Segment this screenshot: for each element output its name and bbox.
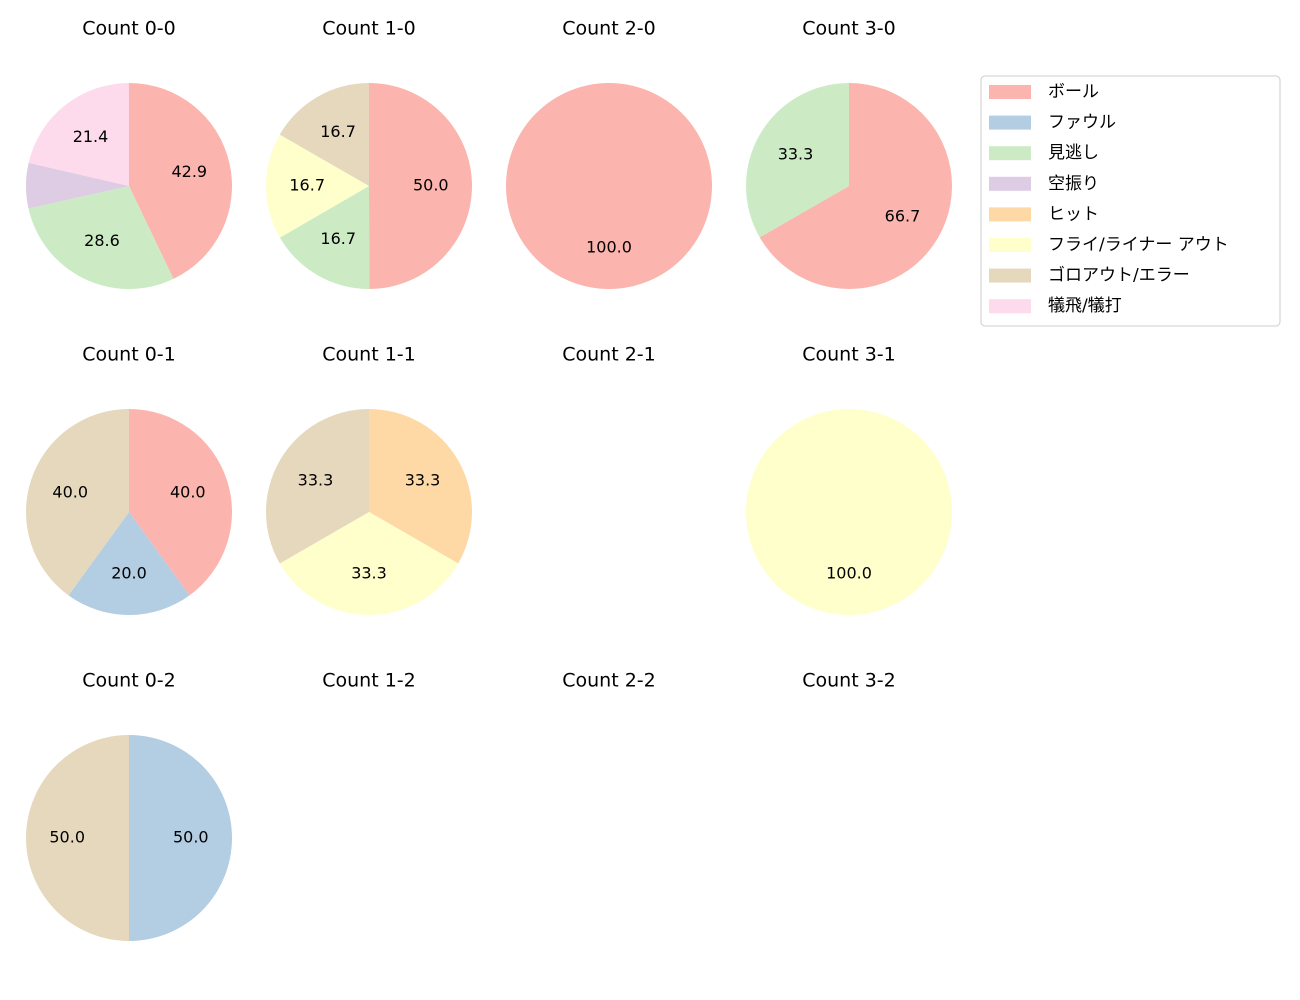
legend-swatch (989, 207, 1031, 222)
pie-slice (266, 134, 369, 238)
chart-title: Count 2-0 (562, 18, 656, 40)
slice-label: 20.0 (111, 563, 147, 582)
chart-title: Count 2-2 (562, 670, 656, 692)
slice-label: 16.7 (320, 122, 356, 141)
legend-label: 犠飛/犠打 (1048, 296, 1122, 316)
legend-label: 空振り (1048, 174, 1099, 194)
legend-swatch (989, 115, 1031, 130)
slice-label: 66.7 (885, 206, 921, 225)
slice-label: 100.0 (586, 237, 632, 256)
pie-slice (129, 409, 232, 596)
slice-label: 33.3 (351, 563, 387, 582)
pie-slice (129, 83, 232, 279)
chart-title: Count 0-1 (82, 344, 176, 366)
slice-label: 50.0 (413, 175, 449, 194)
pie-slice (369, 83, 472, 289)
chart-title: Count 3-0 (802, 18, 896, 40)
pie-slice (26, 409, 129, 596)
slice-label: 40.0 (170, 482, 206, 501)
slice-label: 33.3 (405, 471, 441, 490)
legend-label: 見逃し (1048, 143, 1099, 163)
legend-label: ファウル (1048, 113, 1116, 133)
chart-title: Count 1-1 (322, 344, 416, 366)
pie-slice (759, 83, 952, 289)
chart-title: Count 0-0 (82, 18, 176, 40)
chart-title: Count 3-1 (802, 344, 896, 366)
legend-label: フライ/ライナー アウト (1048, 235, 1229, 255)
slice-label: 50.0 (173, 828, 209, 847)
slice-label: 33.3 (778, 145, 814, 164)
pie-slice (26, 162, 129, 209)
legend-label: ゴロアウト/エラー (1048, 265, 1190, 286)
slice-label: 28.6 (84, 231, 120, 250)
pie-slice (129, 735, 232, 941)
chart-title: Count 2-1 (562, 344, 656, 366)
pie-slice (279, 83, 369, 186)
slice-label: 16.7 (320, 229, 356, 248)
pie-slice (369, 409, 472, 564)
slice-label: 42.9 (171, 162, 207, 181)
slice-label: 100.0 (826, 563, 872, 582)
legend-label: ヒット (1048, 204, 1099, 224)
chart-title: Count 1-2 (322, 670, 416, 692)
pie-slice (279, 186, 370, 289)
legend-swatch (989, 268, 1031, 283)
legend-swatch (989, 176, 1031, 191)
slice-label: 50.0 (49, 828, 85, 847)
legend-swatch (989, 238, 1031, 252)
legend-swatch (989, 299, 1031, 314)
chart-title: Count 3-2 (802, 670, 896, 692)
legend-frame (980, 75, 1281, 327)
legend-label: ボール (1048, 82, 1099, 102)
legend-swatch (989, 146, 1031, 161)
slice-label: 16.7 (289, 176, 325, 195)
pie-slice (746, 409, 952, 615)
pie-slice (26, 735, 129, 941)
slice-label: 33.3 (298, 471, 334, 490)
pie-slice (506, 83, 712, 289)
slice-label: 21.4 (73, 127, 109, 146)
chart-title: Count 0-2 (82, 670, 176, 692)
pie-slice (745, 83, 849, 238)
pie-slice (266, 409, 369, 564)
slice-label: 40.0 (52, 482, 88, 501)
legend-swatch (989, 85, 1031, 99)
pie-slice (28, 83, 129, 186)
pie-slice (68, 512, 190, 615)
pie-slice (28, 186, 174, 289)
chart-title: Count 1-0 (322, 18, 416, 40)
